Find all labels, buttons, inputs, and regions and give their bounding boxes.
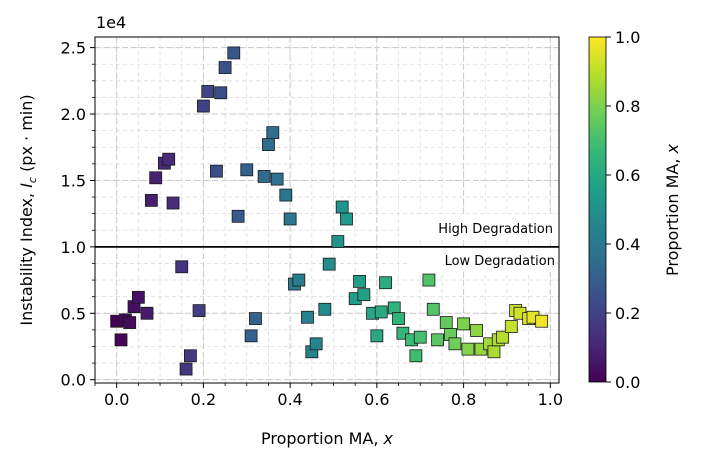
data-point — [392, 312, 405, 325]
data-point — [413, 330, 427, 344]
y-tick-label: 1.0 — [61, 238, 86, 257]
data-point — [387, 301, 401, 315]
x-tick-label: 0.2 — [191, 390, 216, 409]
colorbar-axis: 0.0 0.2 0.4 0.6 0.8 1.0 — [606, 28, 640, 392]
colorbar-label: Proportion MA, x — [663, 143, 682, 276]
annotation-low-box — [408, 248, 560, 272]
data-point — [309, 337, 323, 351]
data-point — [374, 305, 388, 319]
data-point — [218, 61, 232, 74]
data-point — [184, 349, 197, 363]
data-point — [504, 320, 518, 333]
plot-frame — [94, 36, 560, 384]
y-tick-label: 2.5 — [61, 39, 86, 58]
data-point — [439, 316, 453, 329]
x-axis: 0.0 0.2 0.4 0.6 0.8 1.0 — [94, 383, 563, 409]
data-point — [131, 290, 145, 304]
data-point — [162, 152, 176, 166]
data-point — [123, 316, 137, 329]
data-point — [179, 362, 193, 376]
colorbar-tick-label: 0.4 — [615, 235, 640, 254]
x-tick-label: 1.0 — [538, 390, 563, 409]
y-offset-text: 1e4 — [96, 13, 126, 32]
data-point — [149, 171, 163, 185]
data-point — [487, 345, 501, 359]
data-point — [318, 302, 332, 316]
data-point — [322, 257, 336, 271]
data-point — [379, 276, 392, 290]
data-point — [335, 200, 349, 214]
data-point — [292, 273, 306, 287]
data-point — [144, 193, 158, 207]
colorbar-tick-label: 0.8 — [615, 97, 640, 116]
data-point — [357, 288, 371, 302]
colorbar-tick-label: 0.2 — [615, 304, 640, 323]
data-point — [422, 273, 436, 287]
x-tick-label: 0.6 — [364, 390, 389, 409]
x-axis-label: Proportion MA, x — [261, 429, 394, 448]
data-point — [266, 126, 280, 140]
data-point — [227, 46, 241, 60]
data-point — [257, 170, 271, 183]
plot-background — [95, 37, 559, 383]
data-point — [448, 337, 462, 351]
data-point — [262, 138, 275, 151]
data-point — [175, 260, 189, 274]
data-point — [457, 317, 470, 331]
data-point — [114, 333, 128, 347]
data-point — [270, 172, 284, 186]
colorbar — [588, 36, 607, 383]
data-point — [353, 274, 366, 288]
data-point — [331, 235, 345, 248]
x-tick-label: 0.0 — [104, 390, 129, 409]
data-point — [409, 349, 423, 363]
data-point — [210, 164, 223, 178]
y-axis-label: Instability Index, Ic (px · min) — [17, 94, 39, 325]
data-point — [470, 324, 484, 337]
data-point — [166, 196, 180, 210]
annotation-high-box — [400, 214, 560, 240]
data-point — [197, 99, 210, 113]
data-point — [370, 329, 384, 343]
data-point — [340, 212, 353, 226]
data-point — [426, 302, 440, 316]
data-point — [496, 330, 510, 344]
y-tick-label: 0.5 — [61, 304, 86, 323]
data-point — [231, 209, 245, 223]
data-point — [283, 212, 297, 226]
data-point — [240, 163, 254, 177]
annotation-high-degradation: High Degradation — [438, 222, 553, 237]
y-axis: 0.0 0.5 1.0 1.5 2.0 2.5 — [61, 39, 95, 390]
y-tick-label: 0.0 — [61, 371, 86, 390]
data-point — [535, 314, 549, 328]
data-point — [431, 333, 444, 347]
data-point — [249, 312, 262, 325]
x-tick-label: 0.4 — [277, 390, 302, 409]
colorbar-tick-label: 0.6 — [615, 166, 640, 185]
data-point — [461, 342, 475, 356]
data-point — [244, 329, 258, 343]
data-point — [201, 85, 215, 98]
y-tick-label: 1.5 — [61, 171, 86, 190]
annotation-low-degradation: Low Degradation — [445, 254, 555, 269]
y-tick-label: 2.0 — [61, 105, 86, 124]
data-point — [279, 188, 293, 202]
data-point — [214, 86, 228, 100]
data-point — [192, 304, 206, 318]
data-point — [140, 306, 154, 320]
colorbar-tick-label: 0.0 — [615, 373, 640, 392]
points — [110, 46, 549, 376]
colorbar-tick-label: 1.0 — [615, 28, 640, 47]
data-point — [301, 310, 314, 324]
x-tick-label: 0.8 — [451, 390, 476, 409]
